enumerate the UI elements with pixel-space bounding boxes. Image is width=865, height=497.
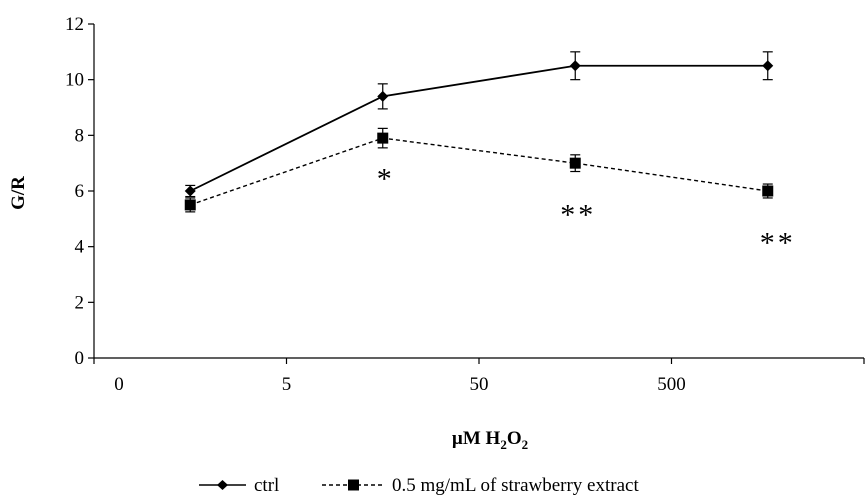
axes [88, 23, 865, 364]
data-point-diamond [377, 90, 389, 102]
significance-marker: ** [760, 226, 796, 259]
legend-label-ctrl: ctrl [254, 475, 279, 496]
series-layer [184, 51, 774, 213]
x-tick-label: 0 [114, 374, 124, 395]
data-point-square [569, 157, 581, 169]
y-tick-label: 0 [75, 348, 85, 369]
y-tick-label: 2 [75, 292, 85, 313]
x-tick-label: 500 [657, 374, 686, 395]
data-point-square [377, 132, 389, 144]
significance-marker: ** [560, 198, 596, 231]
x-axis-title: µM H2O2 [452, 428, 528, 452]
data-point-square [762, 185, 774, 197]
legend-item-extract: 0.5 mg/mL of strawberry extract [322, 475, 639, 496]
legend: ctrl 0.5 mg/mL of strawberry extract [199, 475, 639, 496]
x-tick-label: 5 [282, 374, 292, 395]
series-ctrl [184, 51, 774, 198]
legend-marker-square [348, 479, 359, 491]
x-tick-label: 50 [470, 374, 489, 395]
y-tick-label: 8 [75, 125, 85, 146]
y-tick-label: 6 [75, 181, 85, 202]
x-tick-labels: 0 5 50 500 [114, 374, 686, 395]
y-tick-label: 4 [75, 237, 85, 258]
series-line [190, 137, 768, 206]
y-axis-title: G/R [8, 176, 29, 210]
legend-item-ctrl: ctrl [199, 475, 279, 496]
legend-label-extract: 0.5 mg/mL of strawberry extract [392, 475, 639, 496]
annotations: ***** [377, 162, 796, 259]
data-point-diamond [762, 60, 774, 72]
data-point-square [184, 199, 196, 211]
significance-marker: * [377, 162, 395, 195]
series-extract [184, 127, 774, 213]
legend-marker-diamond [217, 480, 228, 490]
data-point-diamond [184, 185, 196, 197]
y-tick-label: 10 [65, 70, 84, 91]
y-tick-labels: 0 2 4 6 8 10 12 [65, 14, 85, 369]
series-line [189, 64, 768, 192]
y-tick-label: 12 [65, 14, 84, 35]
data-point-diamond [569, 60, 581, 72]
